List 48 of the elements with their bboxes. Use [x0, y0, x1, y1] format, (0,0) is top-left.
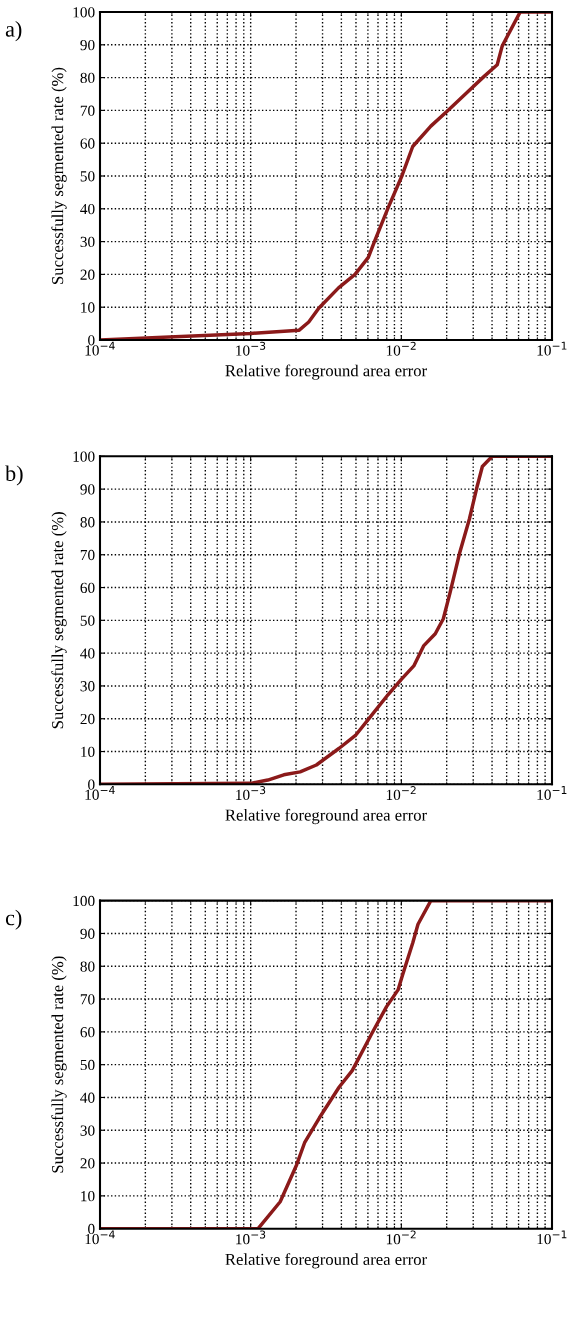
y-tick-label: 50: [80, 171, 95, 182]
y-tick-label: 40: [80, 203, 95, 215]
y-axis-title: Successfully segmented rate (%): [51, 512, 67, 729]
y-tick-label: 30: [80, 236, 95, 248]
y-tick-label: 10: [81, 746, 95, 757]
x-tick-label: 10$^{−1}$: [537, 1230, 567, 1245]
x-axis-title: Relative foreground area error: [225, 808, 427, 825]
y-tick-label: 20: [80, 713, 95, 725]
x-axis-title: Relative foreground area error: [225, 364, 427, 380]
y-tick-label: 80: [80, 72, 95, 84]
y-axis-title: Successfully segmented rate (%): [51, 956, 67, 1173]
y-tick-label: 90: [80, 39, 95, 51]
y-tick-label: 10: [81, 302, 95, 313]
y-axis-title: Successfully segmented rate (%): [51, 67, 67, 284]
y-tick-label: 90: [80, 928, 95, 939]
x-tick-label: 10$^{−3}$: [236, 341, 266, 356]
x-tick-label: 10$^{−1}$: [537, 786, 567, 800]
y-tick-label: 100: [73, 451, 95, 462]
y-tick-label: 40: [80, 1092, 95, 1103]
x-tick-label: 10$^{−1}$: [537, 341, 567, 356]
y-tick-label: 100: [73, 895, 95, 907]
y-tick-label: 100: [73, 7, 95, 18]
y-tick-label: 30: [80, 1125, 95, 1136]
y-tick-label: 20: [80, 1158, 95, 1169]
y-tick-label: 10: [81, 1191, 95, 1202]
y-tick-label: 30: [80, 681, 95, 692]
y-tick-label: 60: [80, 582, 95, 593]
y-tick-label: 70: [80, 994, 95, 1005]
chart-title: a): [5, 21, 22, 42]
y-tick-label: 70: [80, 105, 95, 116]
x-tick-label: 10$^{−2}$: [386, 786, 416, 801]
x-axis-title: Relative foreground area error: [225, 1253, 427, 1269]
y-tick-label: 60: [80, 1027, 95, 1038]
x-tick-label: 10$^{−2}$: [386, 1230, 416, 1245]
y-tick-label: 40: [80, 648, 95, 659]
y-tick-label: 70: [80, 549, 95, 561]
y-tick-label: 50: [80, 1059, 95, 1071]
y-tick-label: 90: [80, 484, 95, 495]
y-tick-label: 50: [80, 615, 95, 626]
x-tick-label: 10$^{−3}$: [236, 1230, 266, 1245]
x-tick-label: 10$^{−3}$: [236, 786, 266, 801]
chart-title: c): [5, 909, 22, 930]
x-tick-label: 10$^{−2}$: [386, 341, 416, 356]
y-tick-label: 80: [80, 961, 95, 972]
y-tick-label: 20: [80, 269, 95, 280]
y-tick-label: 80: [80, 517, 95, 528]
chart-title: b): [5, 465, 23, 486]
y-tick-label: 60: [80, 138, 95, 149]
